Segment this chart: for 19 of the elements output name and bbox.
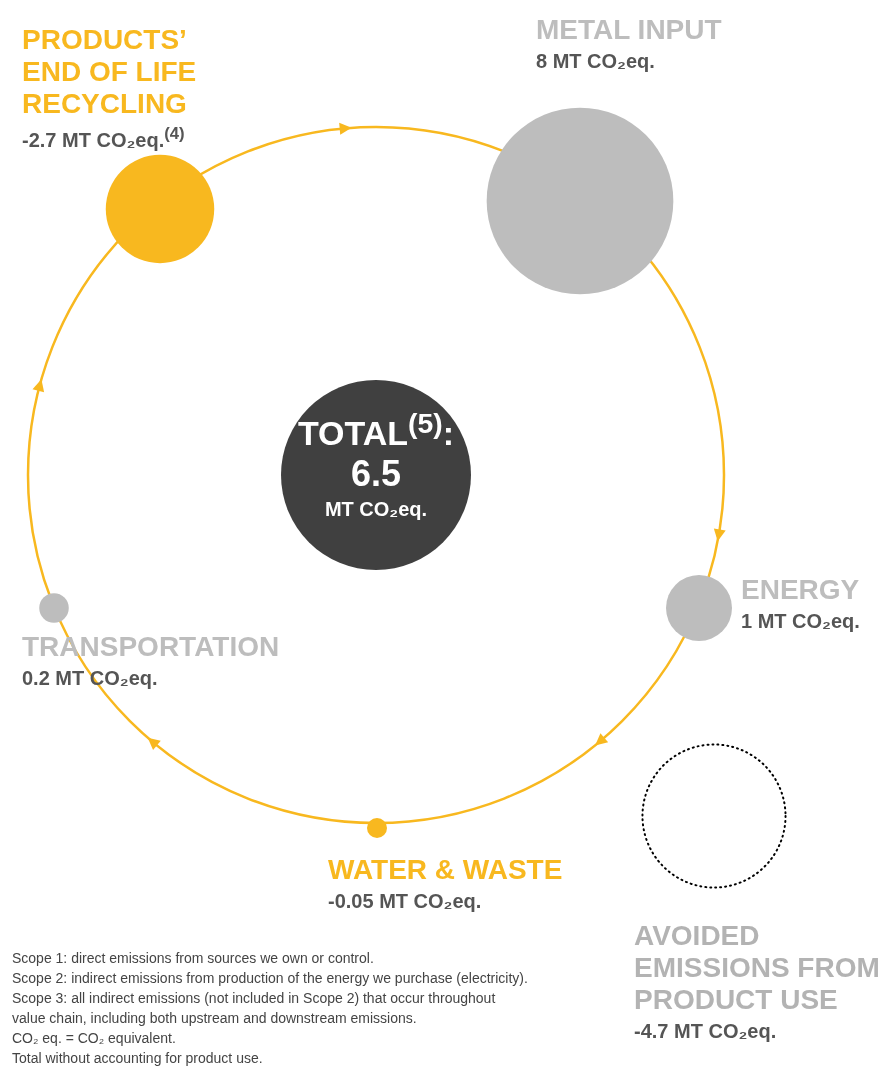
- text: Scope 3: all indirect emissions (not included in Scope 2) that occur throughout: [12, 989, 497, 1008]
- data-label: -2.7 MT CO₂eq.$^{(4)}$: [22, 124, 186, 152]
- text: CO₂ eq. = CO₂ equivalent.: [12, 1029, 177, 1048]
- data-label: 8 MT CO₂eq.: [536, 50, 656, 73]
- text: value chain, including both upstream and downstream emissions.: [12, 1009, 418, 1028]
- category-label: METAL INPUT: [536, 14, 723, 46]
- text: MT CO₂eq.: [323, 497, 429, 523]
- category-label: ENERGY: [741, 574, 861, 606]
- category-label: WATER & WASTE: [328, 854, 564, 886]
- text: Scope 1: direct emissions from sources we own or control.: [12, 949, 375, 968]
- data-label: -0.05 MT CO₂eq.: [328, 890, 483, 913]
- category-label: PRODUCTS’ END OF LIFE RECYCLING: [22, 24, 198, 120]
- text: Scope 2: indirect emissions from production of the energy we purchase (electricity).: [12, 969, 529, 988]
- text: Total without accounting for product use.: [12, 1049, 264, 1068]
- text: TOTAL$^{(5)}$:: [296, 406, 456, 454]
- data-label: -4.7 MT CO₂eq.: [634, 1020, 778, 1043]
- text: 6.5: [349, 453, 402, 496]
- data-label: 1 MT CO₂eq.: [741, 610, 861, 633]
- category-label: AVOIDED EMISSIONS FROM PRODUCT USE: [634, 920, 881, 1016]
